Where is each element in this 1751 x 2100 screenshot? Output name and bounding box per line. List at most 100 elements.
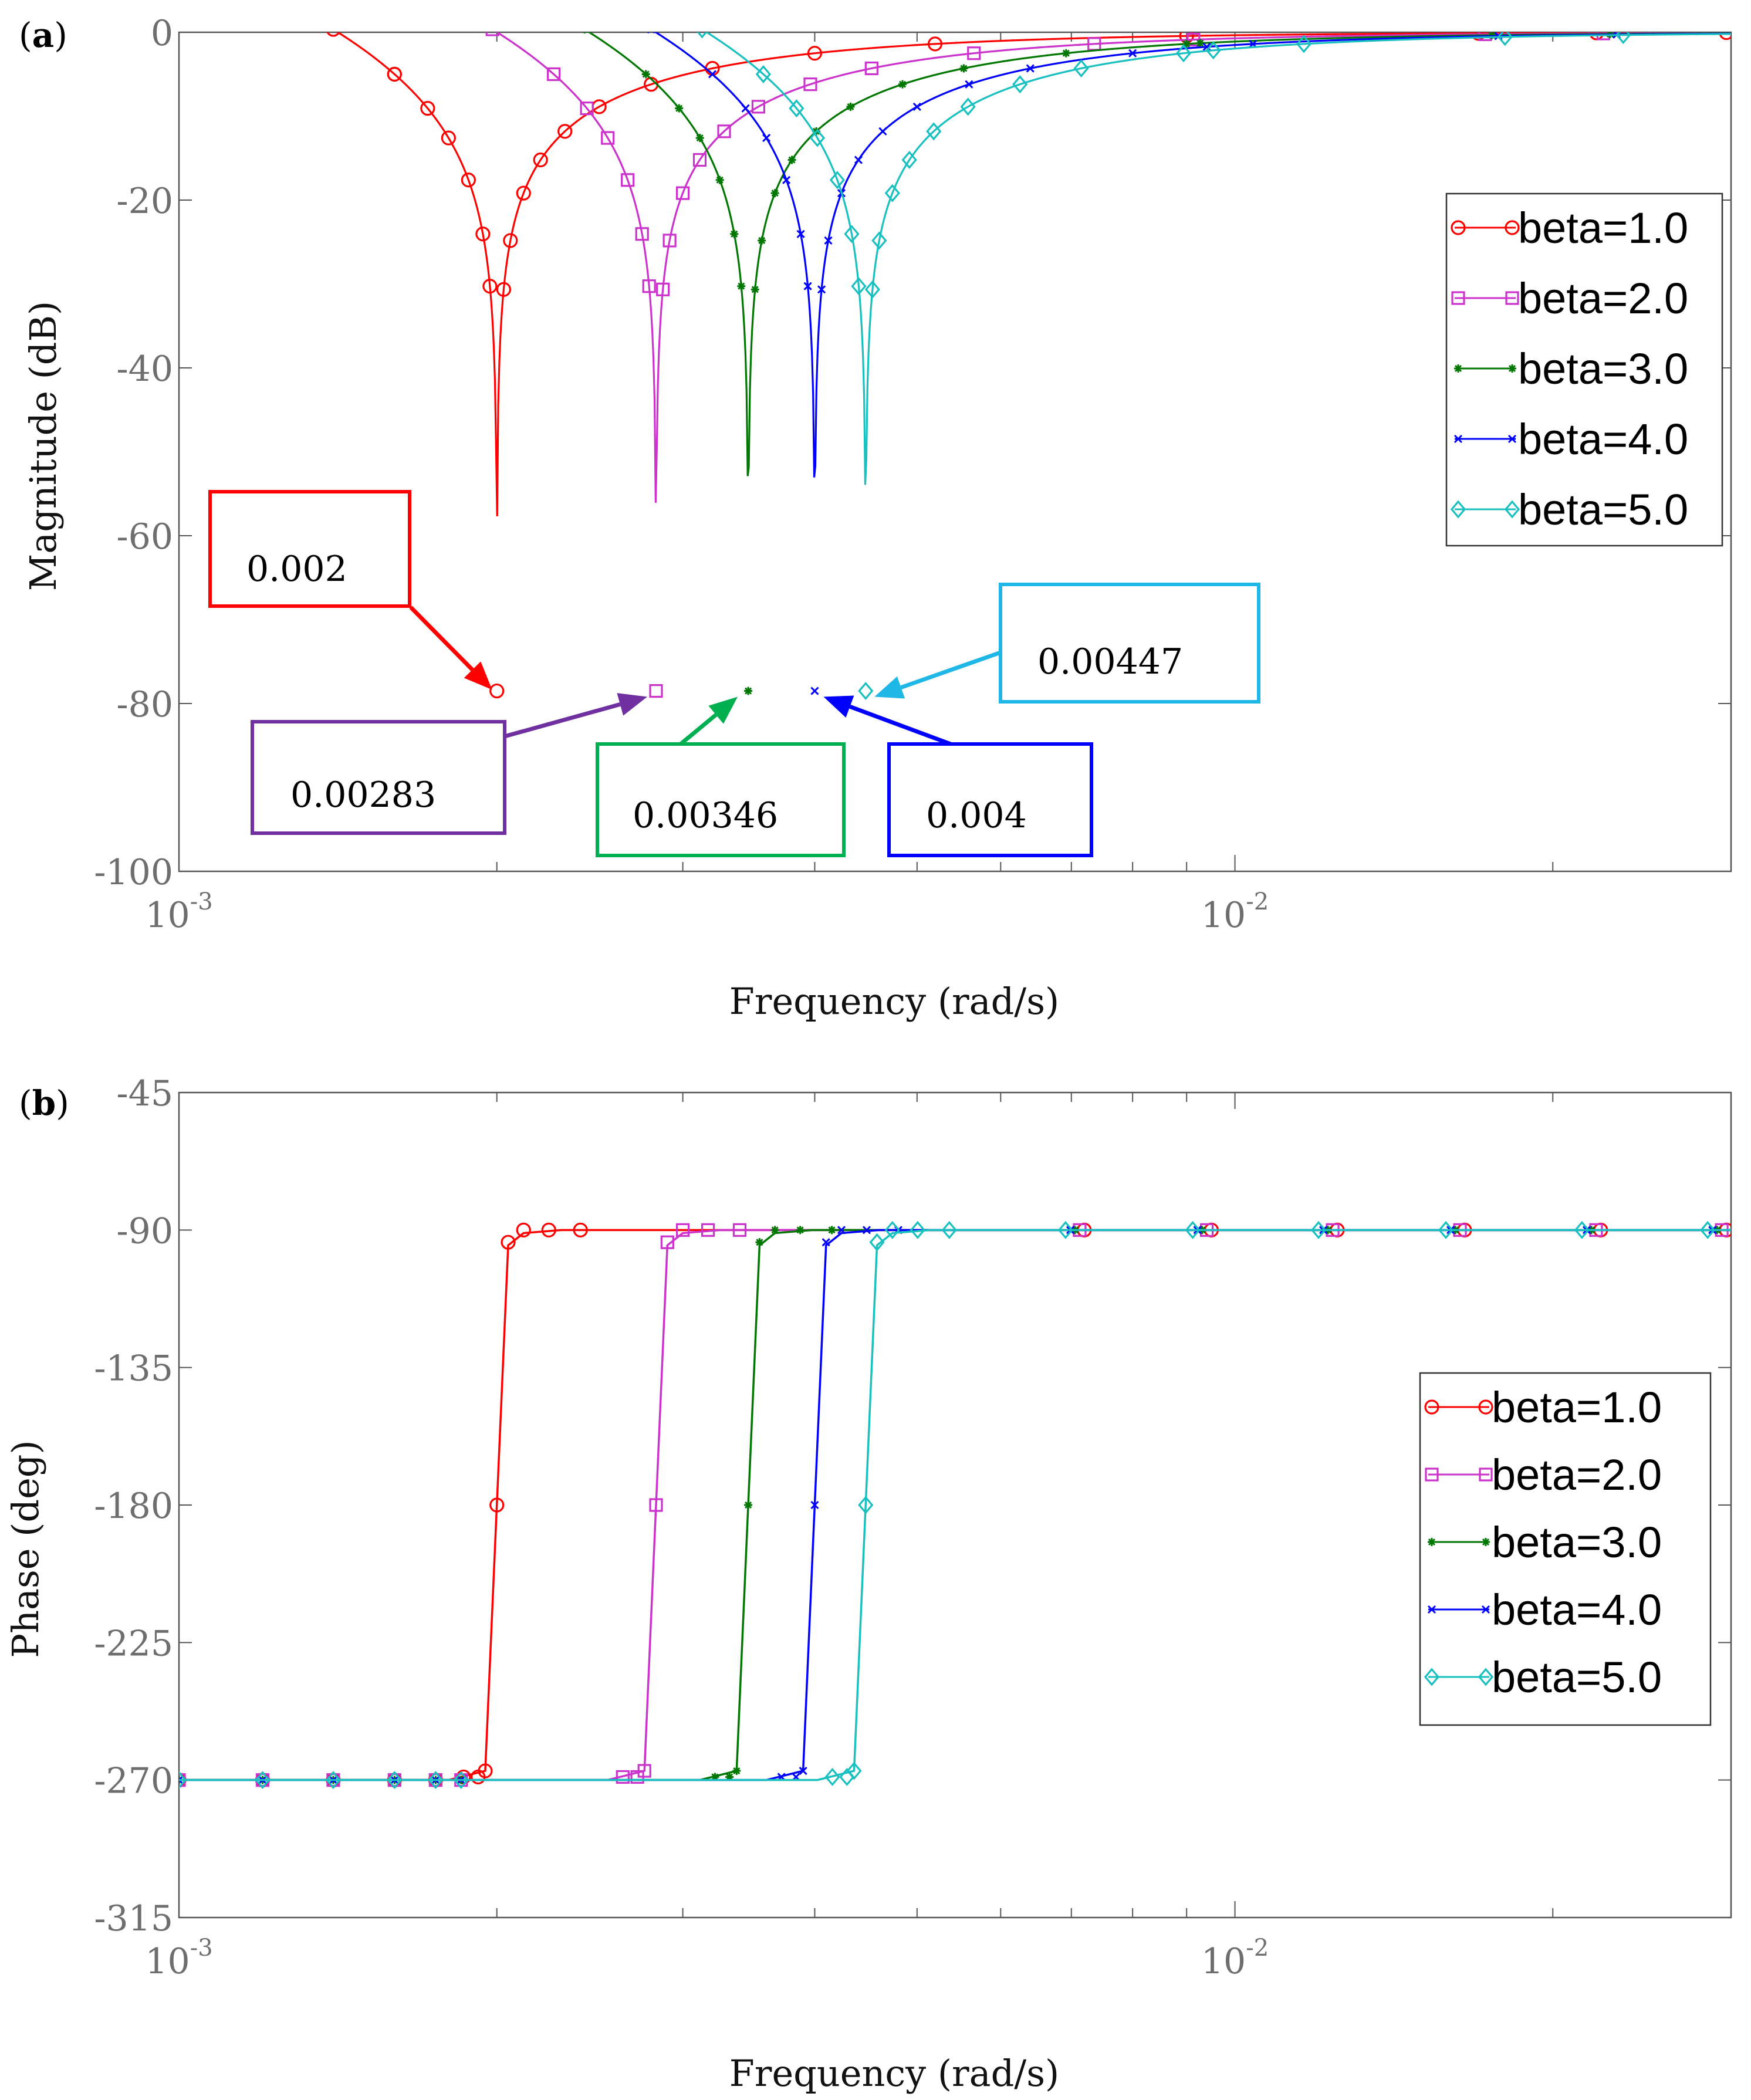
panel-a-data-point [557,124,573,139]
panel-a-data-point [601,131,615,145]
panel-b-y-tick-label: -90 [116,1210,173,1252]
panel-a-data-point [871,231,887,250]
panel-a-legend-marker [1451,220,1466,235]
panel-a-data-point [829,171,845,190]
panel-a-legend-box [1445,192,1723,547]
panel-b-x-axis-label: Frequency (rad/s) [729,2052,1059,2095]
panel-b-data-point [824,1767,840,1786]
panel-a: (a) Frequency (rad/s) Magnitude (dB) 10-… [19,13,1732,1023]
panel-b-data-point [755,1238,764,1247]
annotation-arrow-line [679,713,718,746]
panel-a-data-point [475,226,491,242]
panel-a-data-point [1026,64,1035,73]
panel-a-legend-marker [1450,500,1466,519]
panel-b-data-point [489,1497,505,1513]
panel-a-legend-marker [1505,291,1519,305]
panel-b-data-point [732,1223,747,1237]
panel-a-data-point [959,64,968,73]
panel-b-data-point [453,1771,469,1790]
panel-b-series-5 [179,1220,1731,1790]
panel-a-data-point [1471,32,1486,41]
panel-a-data-point [1128,49,1137,58]
panel-a-data-point [533,152,548,168]
panel-a-data-point [782,175,791,184]
panel-a-data-point [547,67,561,82]
panel-a-plot: 10-3 10-2 0 -20 -40 -60 -80 -100 beta=1.0 beta=2.… [94,13,1732,936]
annotation-label: 0.00346 [633,795,778,836]
annotation-arrow-line [409,606,474,671]
panel-a-series-1 [326,32,1731,699]
panel-b-data-point [649,1498,663,1512]
panel-a-legend-label: beta=1.0 [1518,204,1688,252]
panel-b-data-point [179,1776,184,1784]
panel-b-data-point [732,1767,741,1776]
panel-a-data-point [675,186,690,200]
panel-a-data-point [621,173,635,187]
panel-b-data-point [941,1220,957,1239]
panel-a-data-point [824,236,833,245]
panel-a-legend-marker [1508,364,1516,373]
panel-b-data-point [884,1220,900,1239]
panel-a-data-point [858,682,874,701]
panel-a-data-point [770,189,779,198]
panel-a-axes-frame [178,31,1732,873]
panel-a-x-tick-label: 10-2 [1201,888,1269,936]
panel-b-data-point [711,1773,719,1781]
panel-a-data-point [635,227,649,241]
panel-a-legend-label: beta=5.0 [1518,485,1688,534]
panel-a-data-point [1012,75,1028,94]
panel-b-data-point [428,1771,444,1790]
panel-b-data-point [616,1770,630,1784]
annotation-arrow-line [900,650,1002,689]
annotation-box [887,742,1093,857]
panel-a-data-point [708,70,717,79]
panel-b-legend-marker [1482,1538,1490,1546]
panel-b-y-tick-label: -225 [94,1623,173,1664]
panel-a-line [587,32,1731,476]
panel-b-data-point [1700,1220,1716,1239]
panel-a-data-point [898,80,907,89]
annotation-arrowhead [823,695,854,718]
panel-b-y-tick-label: -180 [94,1486,173,1527]
panel-b-legend-label: beta=5.0 [1492,1653,1662,1702]
panel-b-data-point [799,1766,807,1776]
panel-b-x-tick-label: 10-3 [145,1935,212,1982]
panel-b-data-point [541,1222,556,1237]
annotation-arrow-line [849,704,952,746]
panel-a-data-point [912,102,921,111]
panel-a-y-axis-label: Magnitude (dB) [22,301,65,591]
panel-a-data-point [641,70,650,79]
panel-b-data-point [744,1501,753,1509]
panel-b-y-tick-label: -270 [94,1761,173,1802]
panel-a-data-point [441,130,456,146]
annotation-0-002: 0.002 [208,490,492,690]
panel-a-data-point [854,155,863,164]
panel-b-legend-box [1419,1372,1712,1726]
panel-a-line [495,32,1731,503]
annotation-box [596,742,846,857]
panel-b-legend-label: beta=1.0 [1492,1383,1662,1432]
panel-a-data-point [420,101,435,116]
panel-a-data-point [803,77,817,92]
panel-a-legend-label: beta=4.0 [1518,415,1688,464]
annotation-arrowhead [464,661,492,690]
panel-b-legend-marker [1424,1668,1440,1686]
panel-a-y-tick-label: -80 [116,684,173,725]
panel-a-data-point [803,282,812,290]
panel-a-legend-label: beta=2.0 [1518,274,1688,323]
panel-a-line [654,32,1731,478]
panel-a-data-point [809,128,826,147]
panel-a-data-point [846,102,855,111]
panel-a-y-tick-label: -60 [116,516,173,557]
panel-b-data-point [1057,1220,1073,1239]
panel-b-data-point [1438,1220,1454,1239]
panel-a-data-point [695,134,704,143]
annotation-label: 0.004 [926,795,1027,836]
panel-a-data-point [1182,39,1191,48]
panel-a-data-point [744,687,753,695]
panel-b-data-point [869,1233,885,1252]
panel-a-data-point [965,80,973,89]
panel-a-data-point [1615,32,1631,45]
panel-a-data-point [675,104,684,113]
panel-b-data-point [1310,1220,1327,1239]
